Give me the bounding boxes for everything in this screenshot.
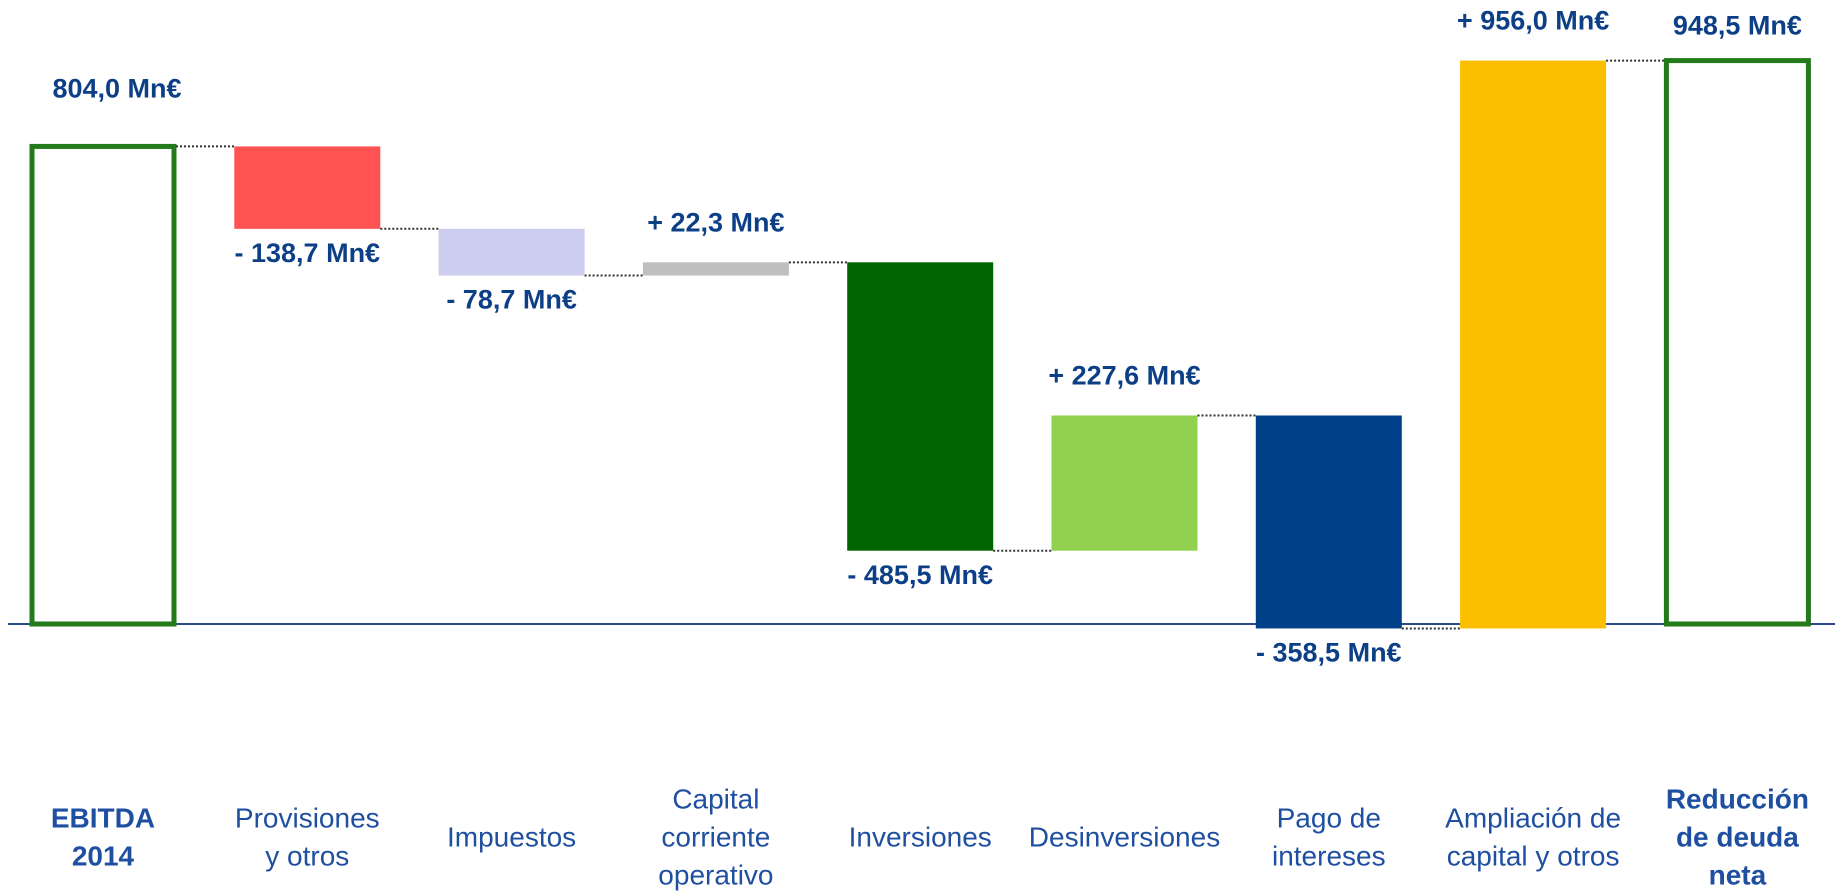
total-bar [1663,58,1811,627]
bar [1460,60,1607,629]
bar [438,228,585,276]
category-label: neta [1709,859,1767,890]
bar [847,262,994,551]
bar [1051,415,1198,551]
total-bar [29,143,177,627]
category-label: Capital [672,783,759,814]
value-label: - 78,7 Mn€ [446,285,577,315]
category-label: Impuestos [447,821,576,852]
category-label: Ampliación de [1445,802,1621,833]
value-label: - 358,5 Mn€ [1256,638,1402,668]
category-label: Pago de [1277,802,1381,833]
category-label: EBITDA [51,802,155,833]
category-label: Desinversiones [1029,821,1220,852]
category-label: Reducción [1666,783,1809,814]
category-label: Inversiones [849,821,992,852]
category-label: corriente [661,821,770,852]
value-label: - 485,5 Mn€ [847,560,993,590]
value-label: 948,5 Mn€ [1673,11,1802,41]
category-label: capital y otros [1447,840,1620,871]
bar [642,262,789,276]
value-label: + 956,0 Mn€ [1457,6,1609,36]
value-label: 804,0 Mn€ [52,74,181,104]
category-label: 2014 [72,840,135,871]
value-label: + 22,3 Mn€ [647,207,784,237]
value-label: - 138,7 Mn€ [235,238,381,268]
category-label: y otros [265,840,349,871]
bar [234,146,381,229]
bar [1255,415,1402,629]
category-label: intereses [1272,840,1386,871]
value-label: + 227,6 Mn€ [1048,361,1200,391]
category-label: Provisiones [235,802,380,833]
category-label: operativo [658,859,773,890]
category-label: de deuda [1676,821,1799,852]
